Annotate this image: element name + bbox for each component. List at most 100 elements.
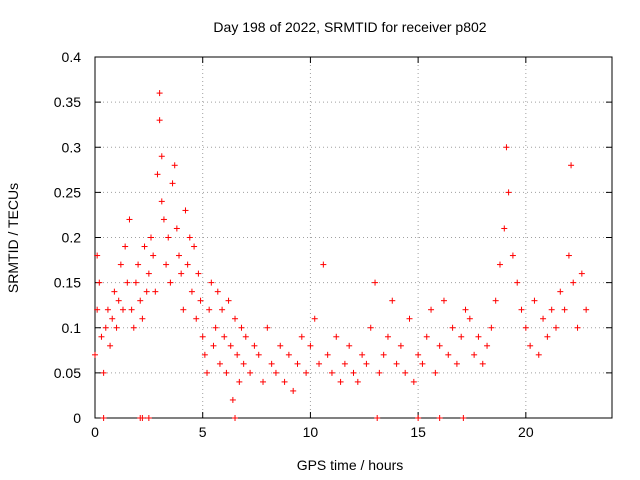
data-point: [173, 225, 180, 232]
data-point: [264, 324, 271, 331]
x-tick-label: 20: [518, 424, 534, 440]
data-point: [290, 387, 297, 394]
x-tick-label: 5: [199, 424, 207, 440]
data-point: [492, 297, 499, 304]
data-point: [436, 415, 443, 421]
data-point: [109, 315, 116, 322]
data-point: [294, 360, 301, 367]
data-point: [150, 252, 157, 259]
data-point: [374, 415, 381, 421]
data-point: [156, 117, 163, 124]
data-point: [578, 270, 585, 277]
data-point: [423, 333, 430, 340]
y-tick-label: 0.05: [54, 365, 81, 381]
data-point: [206, 306, 213, 313]
data-point: [165, 234, 172, 241]
data-point: [141, 243, 148, 250]
data-point: [522, 324, 529, 331]
data-point: [458, 333, 465, 340]
data-point: [197, 297, 204, 304]
data-point: [415, 351, 422, 358]
data-point: [113, 324, 120, 331]
data-point: [180, 306, 187, 313]
data-point: [216, 360, 223, 367]
plot-frame: [94, 56, 613, 419]
data-point: [449, 324, 456, 331]
data-point: [509, 252, 516, 259]
grid-layer: [95, 56, 612, 418]
data-point: [117, 261, 124, 268]
data-point: [272, 369, 279, 376]
data-point: [111, 288, 118, 295]
data-point: [324, 351, 331, 358]
data-point: [223, 369, 230, 376]
data-point: [122, 243, 129, 250]
data-point: [479, 360, 486, 367]
data-point: [219, 306, 226, 313]
data-point: [320, 261, 327, 268]
data-point: [182, 207, 189, 214]
data-point: [169, 180, 176, 187]
data-point: [518, 306, 525, 313]
data-point: [242, 333, 249, 340]
data-point: [428, 306, 435, 313]
y-axis-label: SRMTID / TECUs: [5, 183, 21, 293]
data-point: [471, 351, 478, 358]
data-point: [544, 333, 551, 340]
data-point: [210, 342, 217, 349]
data-point: [186, 234, 193, 241]
x-axis-label: GPS time / hours: [297, 457, 404, 473]
data-point: [568, 162, 575, 169]
data-point: [337, 378, 344, 385]
data-point: [94, 252, 101, 259]
data-point: [167, 279, 174, 286]
data-point: [137, 297, 144, 304]
data-point: [227, 342, 234, 349]
data-point: [281, 378, 288, 385]
data-point: [505, 189, 512, 196]
data-point: [570, 279, 577, 286]
data-point: [552, 324, 559, 331]
data-point: [527, 342, 534, 349]
data-point: [501, 225, 508, 232]
data-point: [229, 396, 236, 403]
x-tick-label: 10: [303, 424, 319, 440]
data-point: [232, 415, 239, 421]
data-point: [143, 288, 150, 295]
data-point: [107, 342, 114, 349]
data-point: [548, 306, 555, 313]
y-tick-label: 0.15: [54, 275, 81, 291]
data-point: [247, 369, 254, 376]
data-point: [120, 306, 127, 313]
data-point: [145, 415, 152, 421]
data-point: [436, 342, 443, 349]
data-point: [557, 288, 564, 295]
data-point: [363, 360, 370, 367]
data-point: [453, 360, 460, 367]
data-point: [307, 342, 314, 349]
data-point: [514, 279, 521, 286]
data-point: [208, 279, 215, 286]
data-point: [240, 360, 247, 367]
data-point: [126, 216, 133, 223]
data-point: [583, 306, 590, 313]
data-point: [260, 378, 267, 385]
data-point: [475, 333, 482, 340]
data-point: [92, 351, 98, 358]
data-point: [163, 261, 170, 268]
data-point: [201, 351, 208, 358]
data-point: [191, 243, 198, 250]
data-point: [171, 162, 178, 169]
data-point: [214, 288, 221, 295]
data-point: [445, 351, 452, 358]
data-point: [503, 144, 510, 151]
data-point: [100, 369, 107, 376]
data-point: [156, 90, 163, 97]
data-point: [402, 369, 409, 376]
data-point: [460, 415, 467, 421]
data-point: [176, 252, 183, 259]
data-point: [139, 415, 146, 421]
data-point: [410, 378, 417, 385]
data-point: [225, 297, 232, 304]
